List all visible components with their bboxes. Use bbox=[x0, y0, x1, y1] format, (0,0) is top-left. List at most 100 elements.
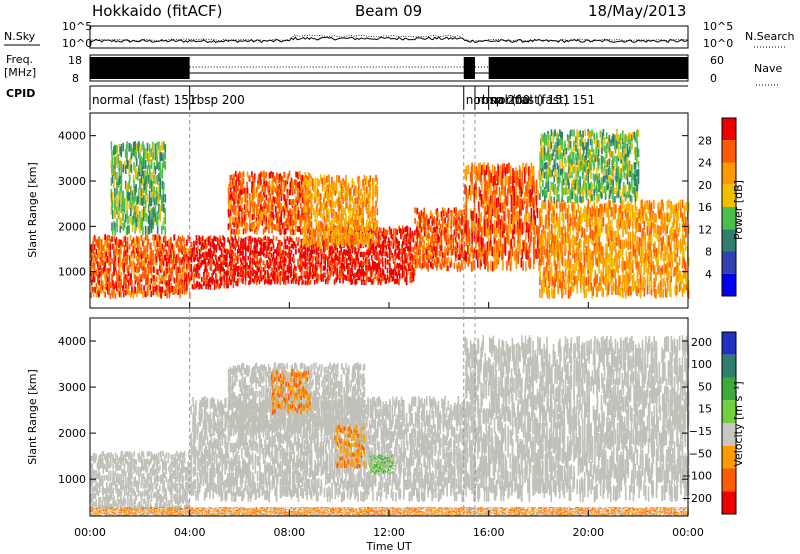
scatter-cell bbox=[169, 286, 172, 293]
scatter-cell bbox=[376, 251, 378, 258]
scatter-cell bbox=[215, 244, 218, 250]
scatter-cell bbox=[207, 272, 210, 278]
scatter-cell bbox=[636, 242, 638, 252]
scatter-cell bbox=[302, 226, 304, 233]
scatter-cell bbox=[444, 252, 446, 259]
scatter-cell bbox=[490, 195, 492, 206]
scatter-cell bbox=[390, 240, 392, 247]
scatter-cell bbox=[568, 288, 571, 298]
scatter-cell bbox=[446, 224, 448, 231]
scatter-cell bbox=[198, 240, 201, 246]
scatter-cell bbox=[418, 245, 420, 252]
scatter-cell bbox=[274, 277, 276, 283]
scatter-cell bbox=[543, 267, 545, 277]
scatter-cell bbox=[300, 202, 302, 209]
scatter-cell bbox=[347, 264, 349, 270]
scatter-cell bbox=[640, 246, 642, 256]
scatter-cell bbox=[209, 253, 212, 259]
scatter-cell bbox=[499, 246, 502, 256]
scatter-cell bbox=[233, 173, 235, 180]
scatter-cell bbox=[109, 293, 112, 299]
scatter-cell bbox=[235, 219, 237, 226]
scatter-cell bbox=[396, 239, 399, 245]
scatter-cell bbox=[206, 252, 208, 258]
scatter-cell bbox=[131, 239, 133, 246]
scatter-cell bbox=[140, 288, 143, 294]
scatter-cell bbox=[206, 237, 208, 243]
scatter-cell bbox=[491, 261, 494, 272]
scatter-cell bbox=[177, 248, 180, 255]
scatter-cell bbox=[506, 188, 509, 198]
scatter-cell bbox=[247, 255, 249, 261]
scatter-cell bbox=[210, 266, 213, 272]
scatter-cell bbox=[438, 236, 441, 243]
scatter-cell bbox=[258, 220, 260, 227]
scatter-cell bbox=[258, 207, 260, 214]
scatter-cell bbox=[157, 291, 159, 297]
scatter-cell bbox=[146, 290, 149, 297]
scatter-cell bbox=[378, 227, 381, 233]
scatter-cell bbox=[250, 239, 252, 244]
scatter-cell bbox=[411, 236, 413, 242]
scatter-cell bbox=[394, 236, 397, 242]
scatter-cell bbox=[271, 267, 274, 273]
scatter-cell bbox=[613, 268, 615, 278]
scatter-cell bbox=[113, 286, 115, 293]
scatter-cell bbox=[676, 285, 679, 295]
scatter-cell bbox=[263, 170, 265, 177]
scatter-cell bbox=[236, 228, 238, 234]
scatter-cell bbox=[435, 218, 437, 225]
scatter-cell bbox=[242, 238, 244, 244]
scatter-cell bbox=[256, 259, 259, 264]
scatter-cell bbox=[570, 274, 572, 284]
scatter-cell bbox=[432, 227, 434, 234]
scatter-cell bbox=[113, 267, 115, 274]
scatter-cell bbox=[301, 269, 303, 275]
scatter-cell bbox=[134, 278, 137, 285]
scatter-cell bbox=[290, 272, 293, 277]
scatter-cell bbox=[413, 268, 416, 275]
scatter-cell bbox=[229, 174, 231, 181]
scatter-cell bbox=[440, 211, 443, 217]
scatter-cell bbox=[542, 255, 545, 265]
scatter-cell bbox=[409, 274, 411, 281]
scatter-cell bbox=[430, 235, 432, 242]
scatter-cell bbox=[266, 239, 268, 244]
scatter-cell bbox=[191, 252, 194, 257]
scatter-cell bbox=[100, 287, 103, 294]
scatter-cell bbox=[122, 264, 124, 270]
scatter-cell bbox=[327, 279, 329, 285]
scatter-cell bbox=[253, 207, 255, 214]
scatter-cell bbox=[641, 209, 643, 219]
scatter-cell bbox=[567, 233, 570, 243]
scatter-cell bbox=[311, 257, 314, 262]
scatter-cell bbox=[149, 251, 152, 258]
scatter-cell bbox=[193, 257, 196, 263]
scatter-cell bbox=[661, 199, 664, 209]
scatter-cell bbox=[405, 225, 408, 231]
scatter-cell bbox=[508, 250, 510, 261]
scatter-cell bbox=[657, 265, 659, 275]
scatter-cell bbox=[618, 220, 621, 230]
scatter-cell bbox=[316, 250, 318, 256]
scatter-cell bbox=[233, 277, 236, 283]
scatter-cell bbox=[611, 261, 614, 271]
scatter-cell bbox=[285, 257, 287, 262]
scatter-cell bbox=[288, 238, 290, 243]
scatter-cell bbox=[246, 246, 248, 251]
scatter-cell bbox=[176, 256, 179, 263]
scatter-cell bbox=[264, 270, 266, 275]
scatter-cell bbox=[207, 284, 209, 290]
scatter-cell bbox=[498, 186, 501, 197]
scatter-cell bbox=[193, 245, 196, 251]
scatter-cell bbox=[187, 263, 189, 270]
scatter-cell bbox=[591, 205, 593, 215]
scatter-cell bbox=[427, 219, 429, 226]
scatter-cell bbox=[262, 228, 265, 235]
scatter-cell bbox=[267, 223, 269, 230]
scatter-cell bbox=[439, 224, 442, 230]
scatter-cell bbox=[526, 186, 528, 197]
scatter-cell bbox=[122, 251, 125, 257]
scatter-cell bbox=[576, 284, 578, 294]
scatter-cell bbox=[313, 271, 316, 277]
